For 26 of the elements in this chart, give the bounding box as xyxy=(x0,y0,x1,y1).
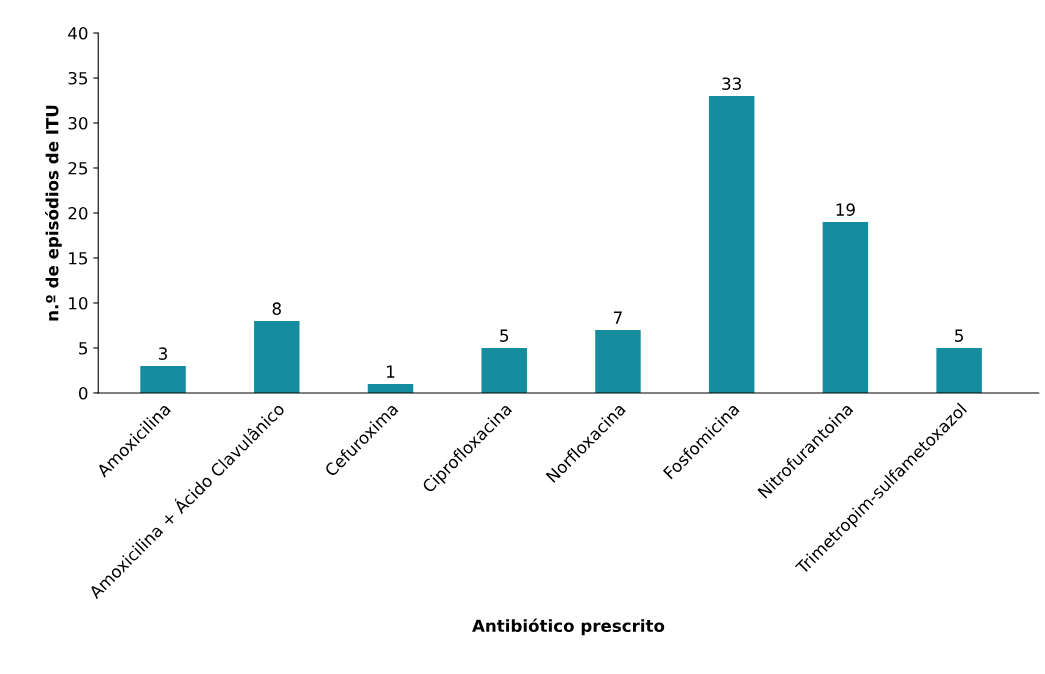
data-label: 19 xyxy=(836,203,855,216)
data-label: 5 xyxy=(955,329,963,342)
bar xyxy=(254,320,300,393)
bar xyxy=(708,96,755,393)
data-label: 8 xyxy=(272,302,281,315)
bar xyxy=(481,347,527,393)
bar xyxy=(822,221,869,393)
y-tick-label: 0 xyxy=(79,386,88,400)
data-label: 3 xyxy=(159,347,168,360)
y-tick-label: 25 xyxy=(68,161,88,175)
y-tick-label: 10 xyxy=(69,296,88,310)
y-axis-title: n.º de episódios de ITU xyxy=(44,105,62,321)
data-label: 1 xyxy=(387,365,395,378)
y-tick-label: 20 xyxy=(68,206,88,220)
x-axis-title: Antibiótico prescrito xyxy=(472,618,665,636)
bar xyxy=(595,329,641,393)
y-tick-label: 30 xyxy=(68,116,88,130)
bar xyxy=(936,347,982,393)
y-tick-label: 15 xyxy=(69,252,88,265)
y-tick-label: 5 xyxy=(79,342,88,355)
data-label: 5 xyxy=(500,329,509,342)
y-tick-label: 35 xyxy=(68,71,88,85)
y-tick-label: 40 xyxy=(68,26,88,40)
data-label: 33 xyxy=(722,77,741,90)
bar xyxy=(140,365,186,393)
data-label: 7 xyxy=(614,311,622,324)
